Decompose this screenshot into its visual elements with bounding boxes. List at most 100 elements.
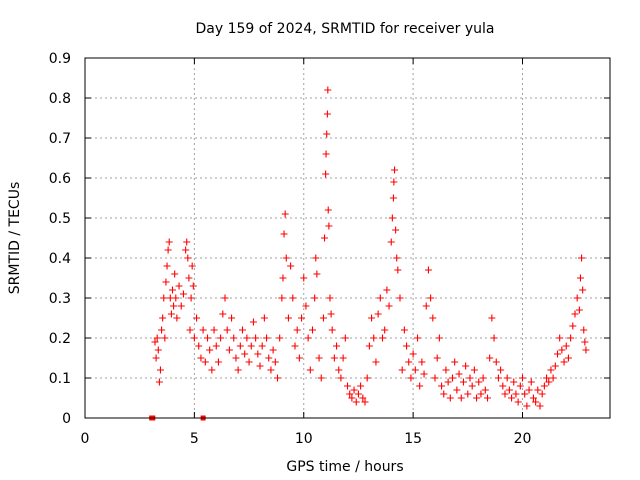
data-point [418,358,426,366]
data-point [532,398,540,406]
data-point [279,274,287,282]
data-point [479,374,487,382]
grid [85,58,610,418]
data-point [564,354,572,362]
data-point [569,322,577,330]
data-point [352,398,360,406]
data-point [167,310,175,318]
x-tick-label: 10 [295,431,313,447]
data-point [221,294,229,302]
data-point [440,390,448,398]
data-point [473,394,481,402]
data-point [558,346,566,354]
data-point [249,318,257,326]
data-point [536,402,544,410]
data-point [407,374,415,382]
data-point [309,326,316,334]
data-point [462,362,470,370]
data-point [265,354,273,362]
data-point [154,346,162,354]
data-point [578,254,586,262]
data-point [464,390,472,398]
data-point [269,346,277,354]
data-point [190,334,198,342]
data-point [274,374,281,382]
y-tick-label: 0.5 [49,211,71,227]
data-point [199,326,207,334]
data-point [337,374,345,382]
data-point [551,362,559,370]
data-point [354,390,362,398]
data-point [175,282,183,290]
data-point [429,314,437,322]
data-point [179,290,187,298]
data-point [153,334,161,342]
data-point [344,382,351,390]
data-point [503,374,511,382]
x-tick-label: 15 [404,431,422,447]
data-point [182,246,190,254]
data-point [311,294,319,302]
y-tick-label: 0 [62,411,71,427]
data-point [516,382,524,390]
data-point [151,338,159,346]
data-point [170,302,178,310]
data-point [163,262,171,270]
data-point [567,334,575,342]
data-point [282,254,290,262]
data-point [582,346,590,354]
data-points [149,86,590,421]
data-point [411,366,419,374]
data-point [187,294,195,302]
data-point [385,302,393,310]
data-point [527,378,535,386]
data-point [529,394,537,402]
data-point [392,226,400,234]
data-point [161,334,169,342]
data-point [470,366,478,374]
data-point [232,354,240,362]
data-point [219,310,227,318]
data-point [300,274,308,282]
data-point [543,374,551,382]
data-point [388,214,396,222]
data-point [208,366,216,374]
data-point [326,294,334,302]
data-point [158,326,166,334]
data-point [171,270,179,278]
data-point [387,238,395,246]
data-point [521,390,529,398]
data-point [492,358,500,366]
data-point [267,366,275,374]
data-point [247,342,255,350]
data-point [398,366,406,374]
data-point [252,334,260,342]
data-point [394,266,402,274]
data-point [183,238,191,246]
data-point [444,378,452,386]
data-point [490,334,498,342]
data-point [327,310,335,318]
data-point [361,398,369,406]
y-axis-label: SRMTID / TECUs [7,182,23,295]
data-point [545,378,553,386]
data-point [230,334,238,342]
data-point [313,270,321,278]
data-point [359,394,367,402]
data-point [164,246,172,254]
axis-ticks: 0 0.1 0.2 0.3 0.4 0.5 0.6 0.7 0.8 0.9 0 5 10 15 20 [49,51,610,447]
data-point [508,394,516,402]
data-point [396,294,404,302]
data-point [214,358,222,366]
y-tick-label: 0.7 [49,131,71,147]
data-point [197,354,205,362]
data-point [210,326,218,334]
data-point [435,334,443,342]
data-point [245,358,253,366]
data-point [370,334,378,342]
y-tick-label: 0.6 [49,171,71,187]
data-point [525,386,533,394]
data-point [201,358,209,366]
data-point [212,342,220,350]
data-point [321,234,329,242]
